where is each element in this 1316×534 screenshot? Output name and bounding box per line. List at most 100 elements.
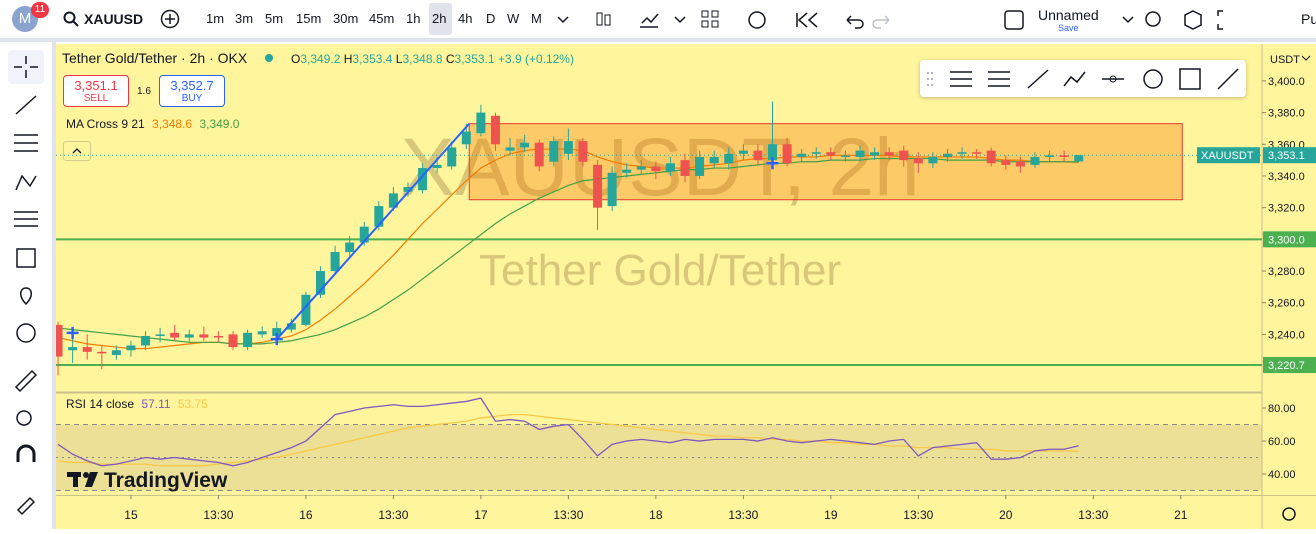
replay-icon[interactable] <box>796 12 818 28</box>
layout-icon[interactable] <box>701 10 719 28</box>
tool-icon[interactable] <box>988 71 1010 87</box>
moving-average <box>57 157 1079 345</box>
sell-button[interactable]: 3,351.1 SELL <box>63 75 129 107</box>
redo-icon[interactable] <box>872 15 890 29</box>
interval[interactable]: 30m <box>333 11 359 26</box>
trendline-tool[interactable] <box>15 95 37 115</box>
interval[interactable]: M <box>531 11 542 26</box>
candle-body <box>388 193 398 208</box>
active-tool-bg <box>8 50 44 84</box>
candle-body <box>768 144 778 161</box>
candle-body <box>432 164 442 169</box>
cross-marker <box>66 326 79 339</box>
interval[interactable]: D <box>486 11 496 26</box>
interval[interactable]: W <box>507 11 520 26</box>
tool-icon[interactable] <box>1027 69 1049 89</box>
rsi-band <box>56 424 1262 491</box>
drawing-toolbar <box>0 42 56 529</box>
x-tick-label: 13:30 <box>728 508 758 522</box>
trend-line <box>276 123 470 340</box>
ma-legend: MA Cross 9 21 3,348.6 3,349.0 <box>66 117 239 131</box>
tool-icon[interactable] <box>950 71 972 87</box>
interval[interactable]: 15m <box>296 11 322 26</box>
candle-icon[interactable] <box>596 12 603 26</box>
tool-icon[interactable] <box>1217 68 1239 90</box>
undo-icon[interactable] <box>846 15 864 29</box>
pattern-tool[interactable] <box>15 174 37 191</box>
candle-body <box>738 150 748 154</box>
interval[interactable]: 4h <box>458 11 473 26</box>
legend: Tether Gold/Tether · 2h · OKX O3,349.2 H… <box>62 50 574 66</box>
candle-body <box>622 169 632 173</box>
indicators-icon[interactable] <box>640 13 659 28</box>
x-tick-label: 21 <box>1174 508 1188 522</box>
tool-icon[interactable] <box>1063 71 1086 87</box>
lock-tool[interactable] <box>16 496 36 516</box>
candle-body <box>301 294 311 325</box>
crosshair-tool[interactable] <box>14 56 38 78</box>
alert-icon[interactable] <box>748 11 766 29</box>
top-toolbar: M 11 XAUUSD 1m 3m 5m 15m 30m 45m 1h 2h 4… <box>0 0 1316 42</box>
sell-label: SELL <box>83 93 109 104</box>
interval[interactable]: 3m <box>235 11 254 26</box>
cross-marker <box>270 333 283 346</box>
measure-tool[interactable] <box>14 369 38 393</box>
publish-button[interactable]: Pu <box>1301 11 1316 27</box>
candle-body <box>1074 155 1084 162</box>
candle-body <box>490 115 500 145</box>
indicators-caret[interactable] <box>674 16 686 24</box>
buy-button[interactable]: 3,352.7 BUY <box>159 75 225 107</box>
add-symbol-icon[interactable] <box>160 9 180 29</box>
zoom-tool[interactable] <box>16 410 32 426</box>
interval[interactable]: 45m <box>369 11 395 26</box>
interval-caret[interactable] <box>557 16 569 24</box>
layout-name[interactable]: Unnamed <box>1038 7 1099 23</box>
tool-icon[interactable] <box>1143 69 1163 89</box>
drag-handle[interactable] <box>927 72 933 86</box>
x-tick-label: 19 <box>824 508 838 522</box>
interval[interactable]: 2h <box>432 11 447 26</box>
rsi-pane <box>56 397 1262 492</box>
candle-icon[interactable] <box>604 14 611 26</box>
logo-part <box>83 472 89 478</box>
text-tool[interactable] <box>20 287 32 306</box>
magnet-tool[interactable] <box>16 444 36 462</box>
tool-icon[interactable] <box>1179 68 1201 90</box>
last-price-tag: XAUUSDT <box>1201 150 1254 162</box>
interval[interactable]: 1h <box>406 11 421 26</box>
shape-tool[interactable] <box>16 248 36 268</box>
settings-icon[interactable] <box>1184 10 1202 30</box>
quick-search-icon[interactable] <box>1145 11 1161 27</box>
interval[interactable]: 5m <box>265 11 284 26</box>
fib-tool[interactable] <box>14 134 38 152</box>
save-label[interactable]: Save <box>1058 23 1079 33</box>
tool-icon[interactable] <box>1109 75 1117 83</box>
symbol[interactable]: XAUUSD <box>84 11 144 27</box>
chart-background <box>56 44 1262 495</box>
rsi-ma-value: 53.75 <box>177 397 208 411</box>
candle-body <box>578 141 588 162</box>
layout-toggle[interactable] <box>1004 10 1024 30</box>
candle-body <box>418 168 428 191</box>
layout-caret[interactable] <box>1122 16 1134 24</box>
h-label: H <box>343 52 353 66</box>
y-tick-label: 3,340.0 <box>1268 171 1305 183</box>
floating-drawing-toolbar <box>920 60 1246 97</box>
candle-body <box>884 152 894 156</box>
x-tick-label: 13:30 <box>1078 508 1108 522</box>
collapse-button[interactable] <box>63 141 91 161</box>
icon-tool[interactable] <box>16 323 36 343</box>
candle-body <box>811 152 821 154</box>
candle-body <box>942 153 952 157</box>
candle-body <box>899 150 909 161</box>
candle-body <box>957 152 967 154</box>
candle-body <box>549 141 559 162</box>
projection-tool[interactable] <box>14 211 38 227</box>
candle-body <box>680 160 690 176</box>
fullscreen-icon[interactable] <box>1217 10 1223 30</box>
interval[interactable]: 1m <box>206 11 225 26</box>
change-value: +3.9 (+0.12%) <box>497 52 574 66</box>
settings-icon[interactable] <box>1282 507 1296 521</box>
level-label: 3,220.7 <box>1268 360 1305 372</box>
